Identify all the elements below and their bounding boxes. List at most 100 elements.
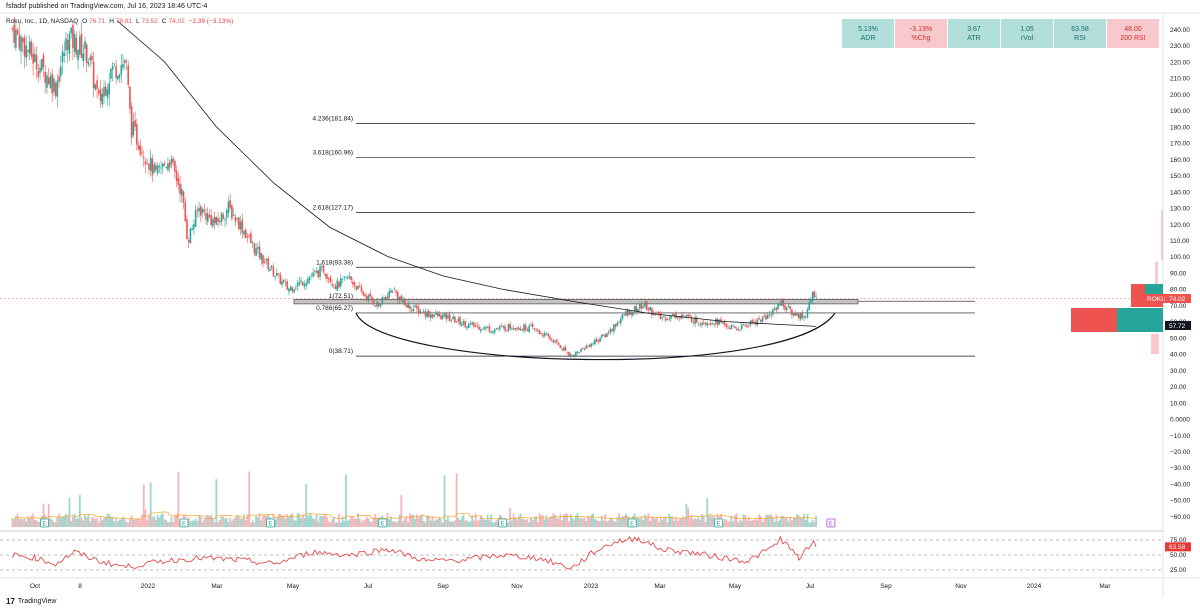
candle-body [132,121,135,136]
candle-body [424,311,427,317]
volume-bar [680,518,683,527]
volume-bar [319,516,321,527]
volume-bar [583,517,586,527]
candle-body [808,301,810,310]
volume-bar [298,513,301,527]
candle-body [348,275,351,279]
earnings-marker [714,518,723,528]
volume-bar [317,521,320,527]
open-label: O [82,18,88,25]
volume-bar [163,519,166,527]
volume-bar [606,521,608,527]
candle-body [718,320,721,325]
volume-bar [765,514,767,527]
candle-body [497,328,499,330]
candle-body [545,333,548,335]
candle-body [73,33,76,52]
stat-label: %Chg [911,34,931,42]
volume-bar [232,518,235,527]
volume-bar [568,521,570,527]
volume-bar [728,521,731,527]
candle-body [554,340,556,342]
volume-bar [125,521,128,527]
volume-bar [732,521,735,527]
volume-bar [154,519,157,527]
candle-body [234,217,237,222]
candle-body [327,278,330,280]
volume-bar [281,515,283,527]
candle-body [350,276,352,281]
candle-body [341,278,344,280]
volume-bar [365,516,368,527]
candle-body [464,321,467,328]
candle-body [346,277,349,279]
candle-body [435,313,437,315]
volume-bar [189,521,192,527]
volume-bar [175,513,178,527]
volume-bar [448,521,451,527]
candle-body [35,55,38,70]
candle-body [678,316,681,318]
volume-bar [644,514,646,527]
volume-bar [386,513,389,527]
tradingview-logo[interactable]: 17 TradingView [6,597,56,606]
volume-bar [453,520,456,527]
volume-bar [467,521,470,527]
volume-bar [13,520,16,527]
candle-body [130,106,133,138]
open-value: 76.71 [89,18,106,25]
candle-body [734,326,736,328]
volume-bar [511,520,513,527]
candle-body [113,63,116,65]
candle-body [125,61,128,62]
stat-label: rVol [1020,34,1034,42]
volume-bar [810,522,812,527]
earnings-marker-label: E [42,522,46,528]
volume-bar [139,520,142,527]
candle-body [680,315,683,319]
candle-body [761,316,764,322]
volume-bar [367,518,370,527]
volume-bar [324,514,327,527]
stats-table: 5.13% ADR -3.13% %Chg 3.67 ATR 1.05 rVol 63.58 RS… [842,19,1159,48]
volume-bar [737,522,740,527]
volume-bar [595,519,598,527]
volume-bar [637,517,639,527]
candle-body [815,296,817,298]
volume-bar [580,517,582,527]
candle-body [46,75,48,88]
volume-bar [110,516,112,527]
volume-bar [108,514,111,527]
symbol-tag-label: ROKU [1147,296,1166,303]
candle-body [305,283,308,286]
candle-body [531,323,534,328]
candle-body [122,63,124,68]
volume-bar [787,521,790,527]
price-tags: ROKU 74.02 57.72 [1071,210,1191,354]
stat-value: -3.13% [909,25,933,33]
candle-body [79,36,81,55]
change-value: −2.39 (−3.13%) [188,18,234,25]
last-price-label: 74.02 [1169,296,1186,303]
volume-bar [289,514,292,527]
candle-body [538,330,541,334]
volume-bar [576,513,579,527]
price-tick-label: −10.00 [1170,433,1190,440]
candle-body [96,80,98,89]
volume-bar [730,516,733,527]
volume-bar [388,519,391,527]
candle-body [559,344,562,349]
rsi-tick-label: 75.00 [1170,537,1187,544]
volume-bar [766,514,769,527]
volume-bar [535,515,537,527]
volume-bar [799,518,802,527]
volume-bar [78,494,81,527]
volume-bar [357,513,359,527]
volume-bar [466,520,468,527]
candle-body [142,157,145,159]
candle-body [400,295,403,301]
close-label: C [161,18,167,25]
time-tick-label: Mar [1099,583,1111,590]
time-tick-label: 2022 [141,583,156,590]
